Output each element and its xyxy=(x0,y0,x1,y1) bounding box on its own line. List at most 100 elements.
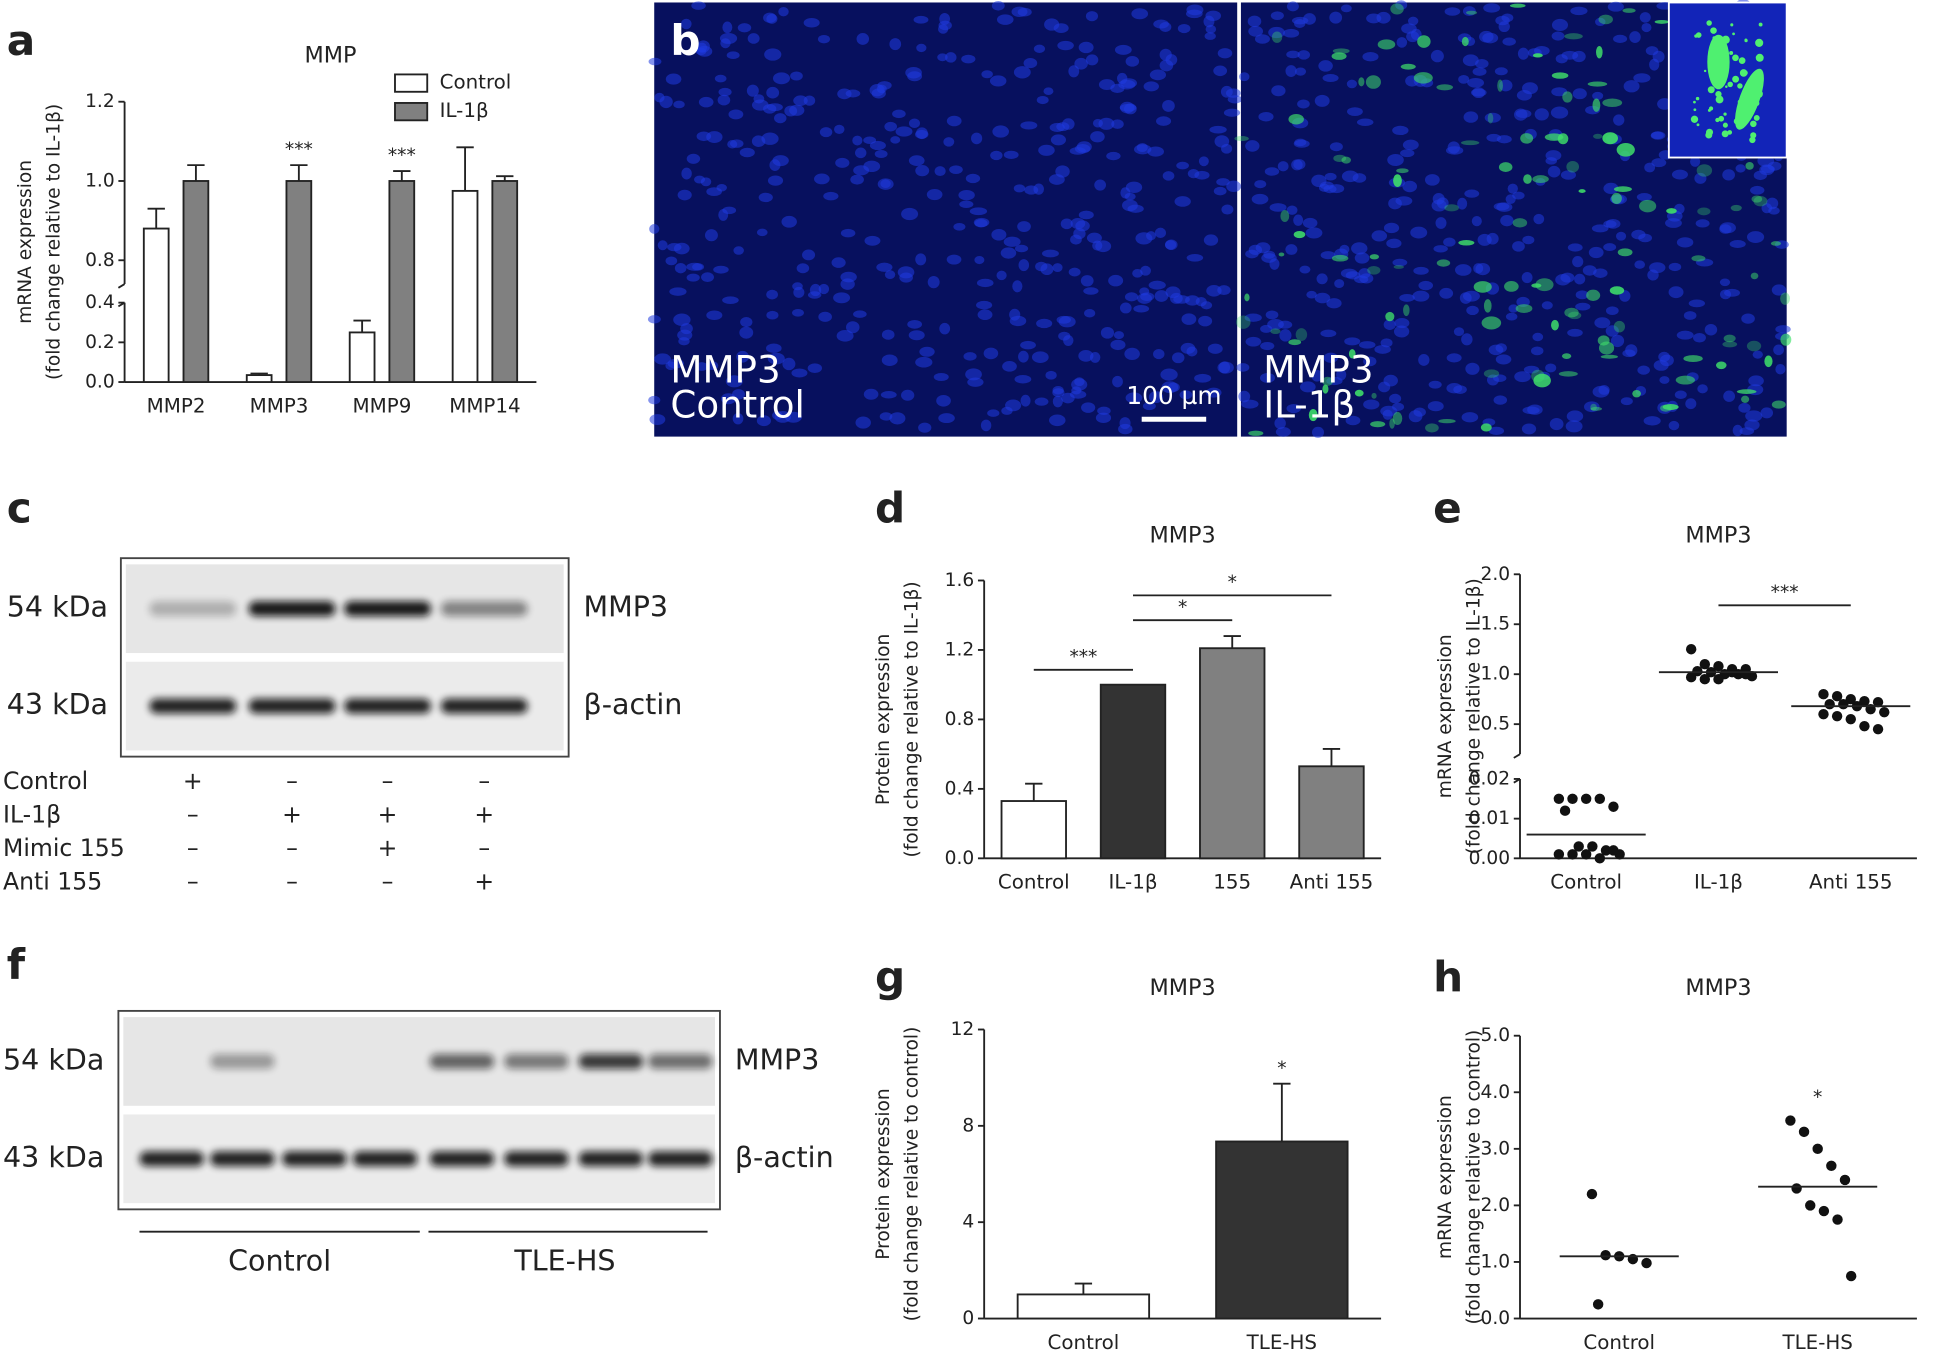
nucleus xyxy=(1723,390,1736,402)
nucleus xyxy=(1264,167,1280,176)
nucleus xyxy=(1522,82,1538,95)
data-point xyxy=(1600,1249,1611,1261)
blot-band xyxy=(149,698,237,714)
mmp3-signal xyxy=(1586,289,1601,301)
nucleus xyxy=(1517,47,1529,60)
nucleus xyxy=(1595,17,1606,27)
nucleus xyxy=(1603,182,1619,195)
nucleus xyxy=(1748,375,1764,387)
nucleus xyxy=(1690,156,1701,167)
nucleus xyxy=(901,207,919,221)
nucleus xyxy=(677,189,692,201)
bar xyxy=(1016,1293,1151,1320)
nucleus xyxy=(807,363,823,373)
nucleus xyxy=(1254,180,1267,189)
nucleus xyxy=(1003,150,1019,159)
error-bar xyxy=(1273,1082,1291,1142)
nucleus xyxy=(855,147,867,159)
mmp3-signal xyxy=(1564,33,1583,40)
nucleus xyxy=(1761,203,1773,214)
nucleus xyxy=(766,310,779,320)
mmp3-signal xyxy=(1771,400,1786,409)
x-tick-label: IL-1β xyxy=(1694,871,1743,894)
nucleus xyxy=(1413,266,1429,275)
nucleus xyxy=(1285,244,1298,255)
nucleus xyxy=(1132,269,1143,278)
nucleus xyxy=(1512,241,1525,252)
nucleus xyxy=(1495,343,1507,353)
nucleus xyxy=(817,34,831,44)
nucleus xyxy=(1068,267,1081,277)
data-point xyxy=(1831,710,1843,722)
mmp3-signal xyxy=(1746,340,1762,352)
nucleus xyxy=(1555,54,1568,64)
nucleus xyxy=(1017,7,1032,17)
nucleus xyxy=(766,13,778,24)
nucleus xyxy=(946,254,962,265)
nucleus xyxy=(719,32,738,44)
y-axis-label: Protein expression xyxy=(873,1088,894,1259)
nucleus xyxy=(1154,227,1167,239)
nucleus xyxy=(1084,309,1096,318)
nucleus xyxy=(1286,50,1300,59)
mmp3-signal xyxy=(1370,421,1386,428)
nucleus xyxy=(1593,268,1608,278)
inset-signal xyxy=(1750,132,1757,139)
nucleus xyxy=(1020,394,1031,407)
nucleus xyxy=(1603,243,1617,252)
nucleus xyxy=(764,48,782,61)
nucleus xyxy=(1170,292,1183,304)
y-tick-label: 0.01 xyxy=(1469,808,1510,829)
nucleus xyxy=(732,412,744,425)
nucleus xyxy=(884,121,898,132)
nucleus xyxy=(1035,261,1048,272)
nucleus xyxy=(774,113,787,124)
nucleus xyxy=(739,326,754,339)
error-bar xyxy=(147,207,165,229)
nucleus xyxy=(913,15,929,24)
axis-break xyxy=(1513,753,1521,759)
band-size: 43 kDa xyxy=(7,688,108,721)
nucleus xyxy=(1633,73,1651,83)
nucleus xyxy=(1729,240,1746,248)
nucleus xyxy=(766,86,780,99)
nucleus xyxy=(706,310,723,321)
data-point xyxy=(1818,688,1829,700)
nucleus xyxy=(1274,417,1286,430)
nucleus xyxy=(915,356,933,368)
nucleus xyxy=(1515,109,1532,119)
nucleus xyxy=(1613,114,1625,126)
nucleus xyxy=(1018,350,1029,363)
nucleus xyxy=(1637,365,1650,375)
nucleus xyxy=(1286,1,1299,12)
nucleus xyxy=(746,84,759,97)
nucleus xyxy=(1752,350,1763,359)
nucleus xyxy=(665,256,678,266)
mmp3-signal xyxy=(1331,52,1347,60)
nucleus xyxy=(766,289,778,300)
mmp3-signal xyxy=(1551,72,1569,79)
nucleus xyxy=(1293,159,1306,170)
nucleus xyxy=(1645,46,1659,56)
y-tick-label: 1.0 xyxy=(85,170,115,191)
nucleus xyxy=(1125,55,1140,67)
nucleus xyxy=(793,95,808,106)
nucleus xyxy=(772,155,789,167)
panel-label: a xyxy=(7,16,35,65)
nucleus xyxy=(852,135,863,146)
nucleus xyxy=(1671,169,1688,180)
nucleus xyxy=(648,57,662,66)
nucleus xyxy=(1651,158,1667,168)
nucleus xyxy=(1453,385,1467,394)
inset-signal xyxy=(1744,38,1748,43)
y-tick-label: 1.2 xyxy=(945,639,975,660)
nucleus xyxy=(855,416,871,429)
nucleus xyxy=(953,222,966,231)
nucleus xyxy=(772,72,791,85)
nucleus xyxy=(790,71,803,81)
micrograph xyxy=(1234,0,1792,438)
nucleus xyxy=(1113,331,1125,340)
mmp3-signal xyxy=(1348,349,1356,359)
chart-title: MMP3 xyxy=(1685,975,1751,1001)
micrograph-label: MMP3 xyxy=(670,348,780,392)
